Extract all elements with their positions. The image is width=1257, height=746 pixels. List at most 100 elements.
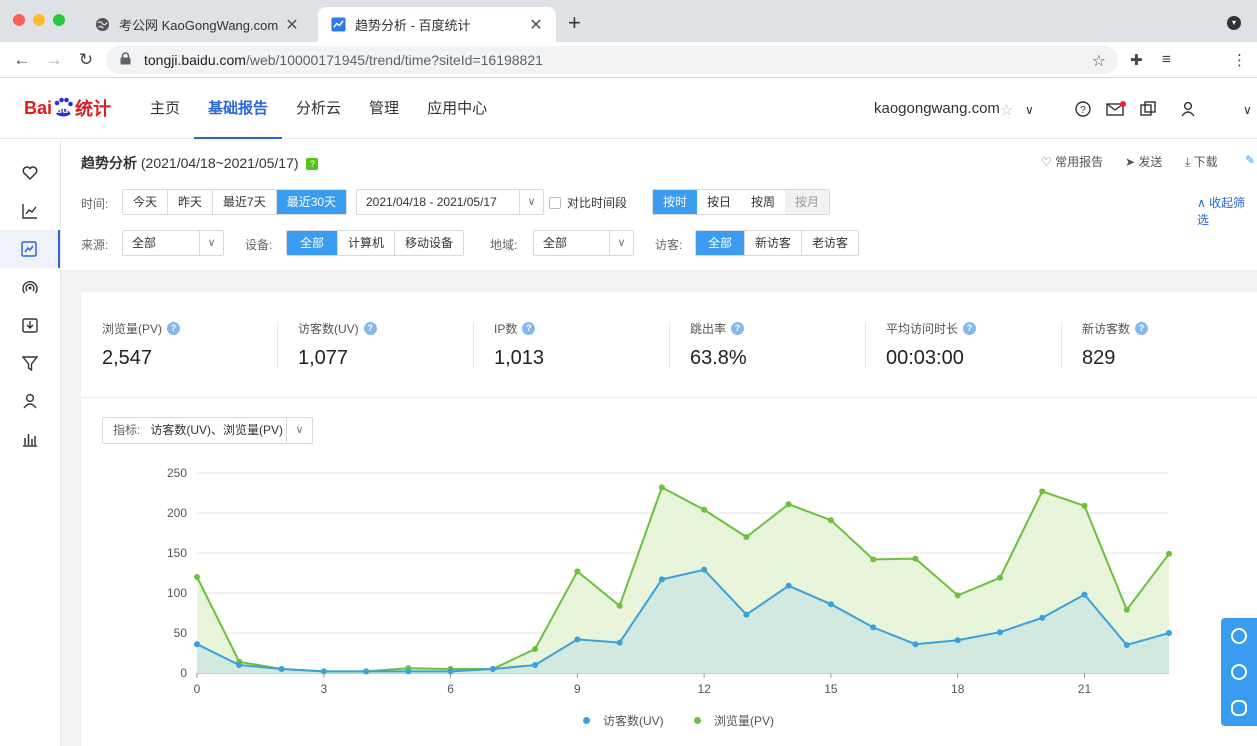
compass-icon[interactable] <box>1231 664 1247 680</box>
data-point-uv <box>363 668 370 675</box>
baidu-tongji-logo[interactable]: Bai du 统计 <box>24 95 111 121</box>
visitor-label: 访客: <box>655 238 683 252</box>
sidebar-item-visitors[interactable] <box>0 382 60 420</box>
metric-value: 829 <box>1082 347 1116 369</box>
nav-analytics-cloud[interactable]: 分析云 <box>296 100 342 117</box>
granularity-day[interactable]: 按日 <box>697 190 742 214</box>
copy-windows-icon[interactable] <box>1140 101 1156 121</box>
favorite-report-label: 常用报告 <box>1055 155 1104 169</box>
nav-basic-report[interactable]: 基础报告 <box>194 79 283 139</box>
data-point-pv <box>616 602 623 609</box>
data-point-uv <box>1081 591 1088 598</box>
info-badge-icon[interactable]: ? <box>306 158 319 170</box>
url-host: tongji.baidu.com <box>144 52 246 68</box>
wechat-icon[interactable] <box>1231 700 1247 716</box>
time-option-last7[interactable]: 最近7天 <box>213 190 277 214</box>
extensions-puzzle-icon[interactable]: ✚ <box>1130 52 1143 69</box>
source-select[interactable]: 全部 ∨ <box>122 230 224 256</box>
data-point-pv <box>1123 606 1130 613</box>
send-label: 发送 <box>1138 155 1163 169</box>
chevron-down-icon[interactable]: ∨ <box>1243 103 1252 117</box>
pin-icon[interactable]: ✎ <box>1245 153 1256 167</box>
chevron-down-icon: ∨ <box>609 231 633 255</box>
device-option-mobile[interactable]: 移动设备 <box>395 231 464 255</box>
region-value: 全部 <box>543 236 568 250</box>
reading-list-icon[interactable]: ≡ <box>1162 51 1171 68</box>
checkbox-box <box>549 196 561 209</box>
indicator-select[interactable]: 指标: 访客数(UV)、浏览量(PV) ∨ <box>102 417 313 444</box>
time-option-today[interactable]: 今天 <box>123 190 169 214</box>
mail-icon[interactable] <box>1106 101 1126 121</box>
nav-home[interactable]: 主页 <box>150 100 181 117</box>
browser-menu-icon[interactable]: ⋮ <box>1232 52 1247 69</box>
time-option-last30[interactable]: 最近30天 <box>276 190 347 214</box>
sidebar-item-overview[interactable] <box>0 192 60 230</box>
close-tab-icon[interactable]: ✕ <box>529 16 543 34</box>
date-range-picker[interactable]: 2021/04/18 - 2021/05/17 ∨ <box>356 189 544 215</box>
heart-icon <box>22 166 38 181</box>
user-icon[interactable] <box>1180 101 1196 121</box>
metric-pv: 浏览量(PV)? 2,547 <box>102 320 278 370</box>
help-circle-icon[interactable]: ? <box>1135 322 1149 335</box>
granularity-hour[interactable]: 按时 <box>653 190 698 214</box>
maximize-window-button[interactable] <box>53 14 65 26</box>
legend-item-uv[interactable]: 访客数(UV) <box>583 712 664 729</box>
data-point-pv <box>194 574 200 580</box>
browser-tab-baidu-tongji[interactable]: 趋势分析 - 百度统计 ✕ <box>318 7 556 42</box>
metric-value: 63.8% <box>690 347 747 369</box>
sidebar-item-source[interactable] <box>0 268 60 306</box>
visitor-option-all[interactable]: 全部 <box>696 231 746 255</box>
favorite-report-button[interactable]: ♡ 常用报告 <box>1041 155 1104 169</box>
back-arrow-icon[interactable]: ← <box>13 50 31 69</box>
star-outline-icon[interactable]: ☆ <box>1000 102 1014 119</box>
device-option-computer[interactable]: 计算机 <box>338 231 396 255</box>
tab-search-icon[interactable]: ▾ <box>1227 16 1241 30</box>
metric-value: 00:03:00 <box>886 347 964 369</box>
sidebar-item-conversion[interactable] <box>0 344 60 382</box>
data-point-uv <box>1039 614 1046 621</box>
compare-period-checkbox[interactable]: 对比时间段 <box>549 194 627 211</box>
address-bar[interactable]: tongji.baidu.com/web/10000171945/trend/t… <box>106 46 1118 74</box>
y-tick-label: 250 <box>167 466 187 480</box>
sidebar-item-trend[interactable] <box>0 230 60 268</box>
sidebar-item-favorites[interactable] <box>0 154 60 192</box>
close-tab-icon[interactable]: ✕ <box>285 16 299 34</box>
legend-item-pv[interactable]: 浏览量(PV) <box>694 712 774 729</box>
nav-app-center[interactable]: 应用中心 <box>427 100 488 117</box>
close-window-button[interactable] <box>13 14 25 26</box>
help-icon[interactable]: ? <box>1075 101 1091 121</box>
device-option-all[interactable]: 全部 <box>287 231 339 255</box>
minimize-window-button[interactable] <box>33 14 45 26</box>
new-tab-button[interactable]: + <box>568 10 581 35</box>
customer-service-icon[interactable] <box>1231 628 1247 644</box>
help-circle-icon[interactable]: ? <box>167 322 181 335</box>
help-circle-icon[interactable]: ? <box>963 322 977 335</box>
send-button[interactable]: ➤ 发送 <box>1125 155 1163 169</box>
region-select[interactable]: 全部 ∨ <box>533 230 634 256</box>
y-tick-label: 200 <box>167 506 187 520</box>
data-point-uv <box>489 666 496 672</box>
data-point-uv <box>996 629 1003 636</box>
help-circle-icon[interactable]: ? <box>731 322 745 335</box>
download-button[interactable]: ⤓ 下载 <box>1185 155 1218 169</box>
sidebar-item-bar-report[interactable] <box>0 420 60 458</box>
sidebar-item-pages[interactable] <box>0 306 60 344</box>
y-tick-label: 50 <box>174 626 188 640</box>
chevron-down-icon: ∨ <box>286 418 312 443</box>
forward-arrow-icon[interactable]: → <box>45 50 63 69</box>
reload-icon[interactable]: ↻ <box>78 50 94 69</box>
help-circle-icon[interactable]: ? <box>363 322 377 335</box>
bookmark-star-icon[interactable]: ☆ <box>1091 53 1106 70</box>
granularity-week[interactable]: 按周 <box>741 190 786 214</box>
chevron-down-icon[interactable]: ∨ <box>1025 103 1034 117</box>
site-selector[interactable]: kaogongwang.com <box>874 100 1000 117</box>
nav-manage[interactable]: 管理 <box>369 100 400 117</box>
floating-service-bar <box>1221 618 1257 726</box>
help-circle-icon[interactable]: ? <box>522 322 536 335</box>
visitor-option-new[interactable]: 新访客 <box>745 231 803 255</box>
time-option-yesterday[interactable]: 昨天 <box>168 190 214 214</box>
collapse-filters-button[interactable]: ∧ 收起筛选 <box>1197 196 1246 227</box>
time-label: 时间: <box>81 197 109 211</box>
browser-tab-kaogongwang[interactable]: 考公网 KaoGongWang.com ✕ <box>82 7 312 42</box>
visitor-option-returning[interactable]: 老访客 <box>802 231 859 255</box>
